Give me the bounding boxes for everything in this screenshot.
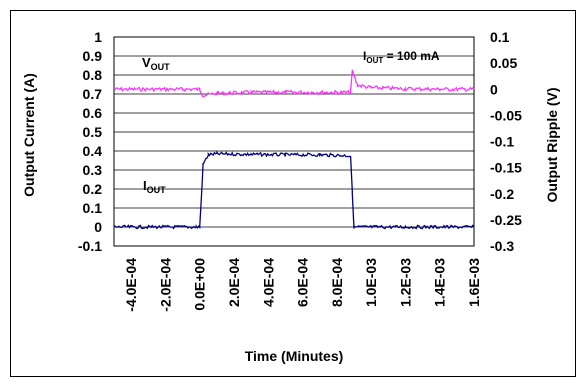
iout-annotation: IOUT = 100 mA <box>363 49 440 65</box>
y-left-tick-label: -0.1 <box>78 238 102 254</box>
x-tick-label: 1.0E-03 <box>363 258 379 307</box>
x-tick-label: 1.2E-03 <box>397 258 413 307</box>
y-right-tick-label: -0.2 <box>490 186 514 202</box>
x-tick-label: 1.6E-03 <box>466 258 482 307</box>
y-left-tick-label: 0.6 <box>83 105 103 121</box>
x-tick-label: 2.0E-04 <box>226 258 242 307</box>
x-tick-label: 1.4E-03 <box>432 258 448 307</box>
y-right-tick-label: -0.1 <box>490 134 514 150</box>
y-left-tick-label: 0.8 <box>83 67 103 83</box>
y-right-tick-label: -0.15 <box>490 160 522 176</box>
vout-label: VOUT <box>142 55 170 72</box>
y-left-tick-label: 0.3 <box>83 162 103 178</box>
y-left-tick-label: 0.4 <box>83 143 103 159</box>
plot-area-border <box>113 36 475 247</box>
y-right-tick-label: -0.05 <box>490 107 522 123</box>
y-left-tick-label: 0.2 <box>83 181 103 197</box>
y-right-tick-label: 0.05 <box>490 55 517 71</box>
y-right-tick-label: 0 <box>490 81 498 97</box>
y-left-tick-label: 0.7 <box>83 86 103 102</box>
y-right-tick-label: 0.1 <box>490 29 510 45</box>
y-left-tick-label: 0.5 <box>83 124 103 140</box>
series-line-0 <box>113 69 475 98</box>
y-axis-right-label: Output Ripple (V) <box>544 87 560 202</box>
x-tick-label: 4.0E-04 <box>260 258 276 307</box>
y-right-tick-label: -0.3 <box>490 238 514 254</box>
x-tick-label: 6.0E-04 <box>295 258 311 307</box>
outer-border <box>10 10 576 377</box>
x-tick-label: 8.0E-04 <box>329 258 345 307</box>
y-left-tick-label: 1 <box>94 29 102 45</box>
y-right-tick-label: -0.25 <box>490 212 522 228</box>
x-tick-label: -2.0E-04 <box>157 258 173 312</box>
x-tick-label: 0.0E+00 <box>192 258 208 311</box>
series-line-1 <box>113 150 475 230</box>
y-axis-left-label: Output Current (A) <box>21 73 37 197</box>
y-left-tick-label: 0.1 <box>83 200 103 216</box>
x-tick-label: -4.0E-04 <box>123 258 139 312</box>
iout-label: IOUT <box>143 178 166 195</box>
series-layer <box>113 69 475 230</box>
x-axis-label: Time (Minutes) <box>245 348 344 364</box>
ticks-layer: 1 0.9 0.8 0.7 0.6 0.5 0.4 0.3 0.2 0.1 0 -0.1 0.1 0.05… <box>78 29 522 312</box>
y-left-tick-label: 0 <box>94 219 102 235</box>
y-left-tick-label: 0.9 <box>83 48 103 64</box>
